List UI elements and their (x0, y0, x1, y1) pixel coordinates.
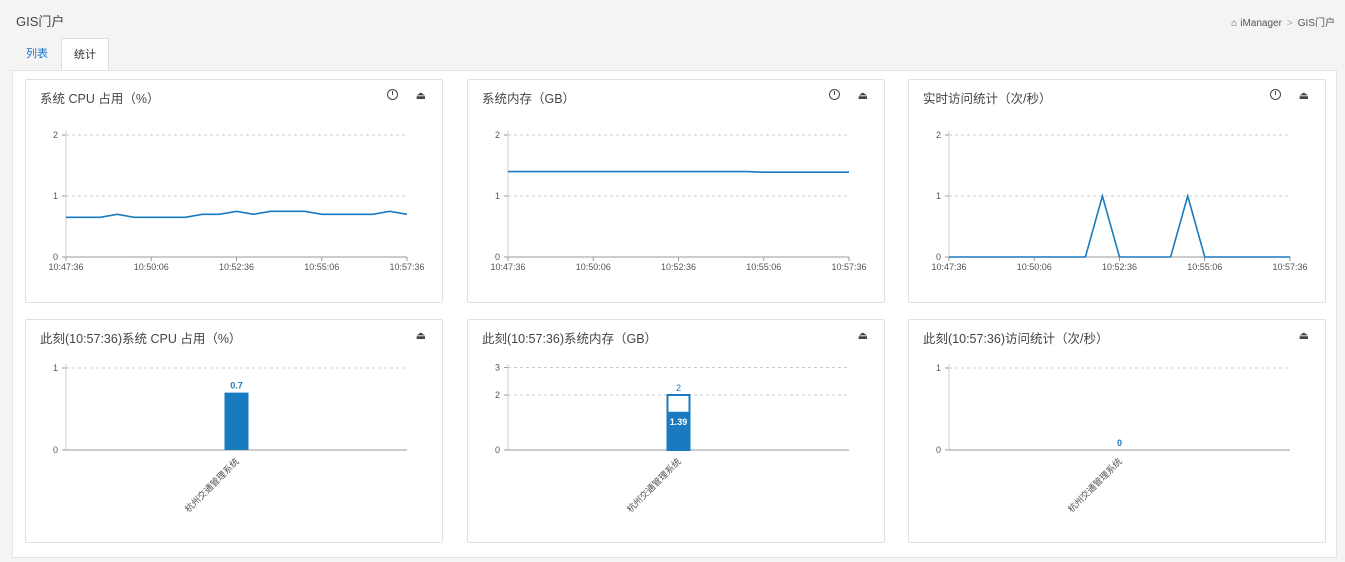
panel-current-cpu: 此刻(10:57:36)系统 CPU 占用（%） ⏏ 0 1 0.7 杭州交通管理系统 (25, 319, 443, 543)
panel-cpu-usage: 系统 CPU 占用（%） ⏏ 0 1 2 10:47:36 10:50:06 10:52:… (25, 79, 443, 303)
bar (666, 411, 691, 450)
access-line-chart: 0 1 2 10:47:36 10:50:06 10:52:36 10:55:06 10:57… (931, 130, 1307, 272)
home-icon[interactable]: ⌂ (1231, 18, 1238, 29)
panel-title: 此刻(10:57:36)系统 CPU 占用（%） (40, 332, 242, 346)
top-bar: GIS门户 ⌂ iManager > GIS门户 (0, 0, 1345, 36)
page-title: GIS门户 (16, 14, 65, 29)
y-tick-label: 0 (53, 445, 58, 455)
collapse-icon[interactable]: ⏏ (415, 330, 426, 342)
collapse-icon[interactable]: ⏏ (857, 330, 868, 342)
clock-icon[interactable] (1270, 89, 1282, 100)
panel-tools: ⏏ (815, 88, 868, 102)
x-tick-label: 10:50:06 (1017, 262, 1052, 272)
bar-value-label: 0.7 (230, 381, 243, 391)
y-tick-label: 3 (495, 363, 500, 373)
panel-title: 此刻(10:57:36)访问统计（次/秒） (923, 332, 1109, 346)
current-memory-bar-chart: 0 2 3 2 1.39 杭州交通管理系统 (495, 363, 849, 515)
breadcrumb-home[interactable]: iManager (1240, 18, 1282, 29)
bar-value-label: 0 (1117, 438, 1122, 448)
series-line (66, 210, 408, 219)
bar (224, 392, 249, 450)
tab-list[interactable]: 列表 (26, 48, 48, 60)
cpu-usage-line-chart: 0 1 2 10:47:36 10:50:06 10:52:36 10:55:06 10:57… (48, 130, 424, 272)
y-tick-label: 0 (53, 252, 58, 262)
bar-value-label: 1.39 (670, 417, 688, 427)
series-line (949, 193, 1290, 258)
y-tick-label: 0 (936, 445, 941, 455)
breadcrumb-separator: > (1286, 18, 1293, 29)
x-tick-label: 10:47:36 (490, 262, 525, 272)
y-tick-label: 0 (495, 445, 500, 455)
y-tick-label: 0 (495, 252, 500, 262)
x-tick-label: 10:55:06 (746, 262, 781, 272)
panel-tools: ⏏ (1256, 88, 1309, 102)
x-tick-label: 10:55:06 (1187, 262, 1222, 272)
clock-icon[interactable] (387, 89, 399, 100)
statistics-content: 系统 CPU 占用（%） ⏏ 0 1 2 10:47:36 10:50:06 10:52:… (12, 70, 1337, 558)
panel-tools: ⏏ (844, 328, 868, 342)
x-tick-label: 10:57:36 (1272, 262, 1307, 272)
x-tick-label: 10:50:06 (134, 262, 169, 272)
panel-tools: ⏏ (1285, 328, 1309, 342)
panel-title: 实时访问统计（次/秒） (923, 92, 1052, 106)
y-tick-label: 1 (53, 191, 58, 201)
breadcrumb: ⌂ iManager > GIS门户 (1231, 14, 1335, 29)
y-tick-label: 1 (495, 191, 500, 201)
series-line (508, 170, 849, 173)
collapse-icon[interactable]: ⏏ (415, 90, 426, 102)
y-tick-label: 2 (495, 130, 500, 140)
current-cpu-bar-chart: 0 1 0.7 杭州交通管理系统 (53, 363, 407, 515)
panel-realtime-access: 实时访问统计（次/秒） ⏏ 0 1 2 10:47:36 10:50:06 10:52:3… (908, 79, 1326, 303)
panel-tools: ⏏ (373, 88, 426, 102)
panel-memory: 系统内存（GB） ⏏ 0 1 2 10:47:36 10:50:06 10:52:36 10… (467, 79, 885, 303)
memory-line-chart: 0 1 2 10:47:36 10:50:06 10:52:36 10:55:06 10:57… (490, 130, 866, 272)
panel-title: 系统 CPU 占用（%） (40, 92, 160, 106)
y-tick-label: 2 (936, 130, 941, 140)
collapse-icon[interactable]: ⏏ (1298, 330, 1309, 342)
x-tick-label: 10:47:36 (48, 262, 83, 272)
panel-tools: ⏏ (402, 328, 426, 342)
y-tick-label: 1 (936, 191, 941, 201)
collapse-icon[interactable]: ⏏ (857, 90, 868, 102)
y-tick-label: 1 (53, 363, 58, 373)
y-tick-label: 0 (936, 252, 941, 262)
x-tick-label: 10:57:36 (831, 262, 866, 272)
clock-icon[interactable] (829, 89, 841, 100)
x-tick-label: 10:57:36 (389, 262, 424, 272)
panel-title: 系统内存（GB） (482, 92, 576, 106)
collapse-icon[interactable]: ⏏ (1298, 90, 1309, 102)
bar-total-label: 2 (676, 383, 681, 393)
x-tick-label: 10:50:06 (576, 262, 611, 272)
x-tick-label: 10:55:06 (304, 262, 339, 272)
y-tick-label: 2 (495, 390, 500, 400)
breadcrumb-current: GIS门户 (1297, 18, 1335, 29)
x-tick-label: 10:52:36 (1102, 262, 1137, 272)
x-tick-label: 10:52:36 (661, 262, 696, 272)
x-category-label: 杭州交通管理系统 (182, 456, 241, 515)
x-tick-label: 10:52:36 (219, 262, 254, 272)
y-tick-label: 1 (936, 363, 941, 373)
x-tick-label: 10:47:36 (931, 262, 966, 272)
panel-title: 此刻(10:57:36)系统内存（GB） (482, 332, 658, 346)
y-tick-label: 2 (53, 130, 58, 140)
current-access-bar-chart: 0 1 0 杭州交通管理系统 (936, 363, 1290, 515)
panel-current-access: 此刻(10:57:36)访问统计（次/秒） ⏏ 0 1 0 杭州交通管理系统 (908, 319, 1326, 543)
panel-current-memory: 此刻(10:57:36)系统内存（GB） ⏏ 0 2 3 2 1.39 杭州交通管理系统 (467, 319, 885, 543)
tab-statistics[interactable]: 统计 (61, 38, 109, 70)
x-category-label: 杭州交通管理系统 (624, 456, 683, 515)
x-category-label: 杭州交通管理系统 (1065, 456, 1124, 515)
